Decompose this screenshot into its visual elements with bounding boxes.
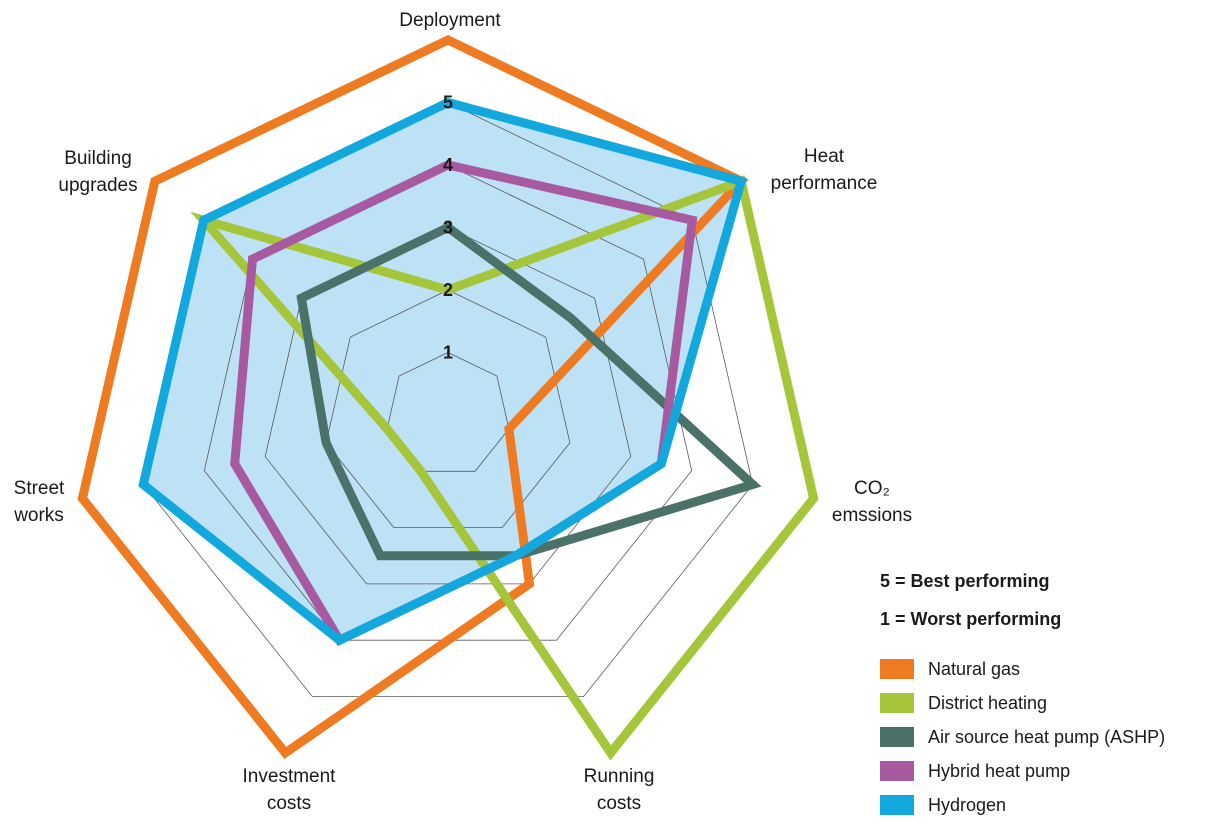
- grid-ring-2: [325, 289, 571, 528]
- axis-label-heat-performance: Heat performance: [771, 146, 878, 194]
- legend-swatch: [880, 727, 914, 747]
- axis-label-co-emssions: CO₂ emssions: [832, 478, 912, 526]
- tick-label-2: 2: [443, 280, 453, 300]
- legend-label: Hydrogen: [928, 794, 1007, 815]
- legend-swatch: [880, 795, 914, 815]
- legend-label: Hybrid heat pump: [928, 760, 1071, 781]
- legend-label: Natural gas: [928, 658, 1021, 679]
- axis-label-running-costs: Running costs: [584, 766, 655, 814]
- legend-swatch: [880, 693, 914, 713]
- legend-item: Air source heat pump (ASHP): [880, 720, 1165, 754]
- series-line-natural-gas: [77, 35, 749, 759]
- worst-performing-note: 1 = Worst performing: [880, 609, 1062, 629]
- series-line-air-source-heat-pump-ashp: [296, 222, 762, 561]
- axis-label-building-upgrades: Building upgrades: [58, 148, 137, 196]
- axis-label-deployment: Deployment: [399, 10, 501, 31]
- legend: Natural gas District heating Air source he…: [880, 652, 1165, 822]
- tick-label-1: 1: [443, 343, 453, 363]
- best-performing-note: 5 = Best performing: [880, 571, 1050, 591]
- tick-label-4: 4: [443, 155, 453, 175]
- legend-item: Hybrid heat pump: [880, 754, 1165, 788]
- axis-label-street-works: Street works: [13, 478, 65, 526]
- tick-label-5: 5: [443, 93, 453, 113]
- legend-label: Air source heat pump (ASHP): [928, 726, 1166, 747]
- grid-ring-1: [386, 352, 510, 472]
- legend-item: Hydrogen: [880, 788, 1165, 822]
- legend-swatch: [880, 659, 914, 679]
- axis-label-layer: Deployment Heat performance CO₂ emssions Runn…: [13, 10, 912, 814]
- series-line-hydrogen: [138, 97, 747, 646]
- legend-item: District heating: [880, 686, 1165, 720]
- legend-item: Natural gas: [880, 652, 1165, 686]
- series-line-layer: [77, 35, 819, 761]
- tick-label-layer: 1 2 3 4 5: [443, 93, 453, 363]
- legend-swatch: [880, 761, 914, 781]
- axis-label-investment-costs: Investment costs: [243, 766, 337, 814]
- legend-label: District heating: [928, 692, 1048, 713]
- series-line-district-heating: [190, 175, 819, 761]
- tick-label-3: 3: [443, 218, 453, 238]
